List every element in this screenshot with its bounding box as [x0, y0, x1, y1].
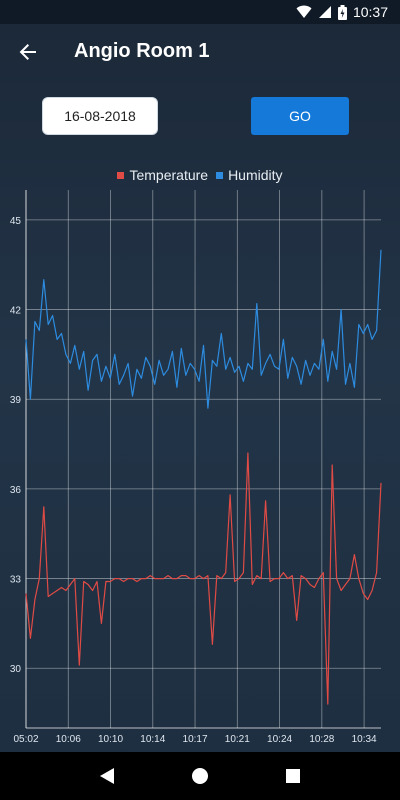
nav-home-button[interactable]	[186, 762, 214, 790]
x-tick-label: 10:34	[352, 734, 377, 745]
y-tick-label: 30	[10, 664, 22, 675]
x-tick-label: 10:24	[267, 734, 292, 745]
y-tick-label: 45	[10, 216, 22, 227]
y-tick-label: 33	[10, 575, 22, 586]
status-time: 10:37	[352, 4, 388, 20]
humidity-swatch	[216, 171, 224, 179]
status-bar: 10:37	[0, 0, 400, 24]
triangle-back-icon	[99, 768, 114, 784]
legend-item-temperature: Temperature	[117, 167, 208, 183]
y-tick-label: 39	[10, 395, 22, 406]
legend-item-humidity: Humidity	[216, 167, 283, 183]
chart-legend: Temperature Humidity	[0, 166, 400, 184]
x-tick-label: 05:02	[13, 734, 38, 745]
temperature-swatch	[117, 171, 125, 179]
series-line-temperature	[25, 452, 382, 705]
signal-icon	[318, 6, 331, 18]
x-tick-label: 10:28	[309, 734, 334, 745]
nav-recents-button[interactable]	[279, 762, 307, 790]
navigation-bar	[0, 752, 400, 800]
circle-home-icon	[191, 768, 208, 784]
y-tick-label: 36	[10, 485, 22, 496]
x-tick-label: 10:10	[98, 734, 123, 745]
page-title: Angio Room 1	[74, 40, 210, 62]
back-button[interactable]	[14, 38, 42, 66]
legend-label-temperature: Temperature	[129, 167, 209, 183]
arrow-back-icon	[19, 44, 36, 60]
series-line-humidity	[25, 249, 382, 409]
app-bar: Angio Room 1	[0, 24, 400, 80]
x-tick-label: 10:17	[183, 734, 208, 745]
y-tick-label: 42	[10, 306, 22, 317]
x-tick-label: 10:14	[140, 734, 165, 745]
x-tick-label: 10:21	[225, 734, 250, 745]
line-chart: 30 33 36 39 42 45 05:02 10:06 10:10 10:14 10:17 10:…	[10, 190, 382, 745]
go-button[interactable]: GO	[251, 97, 349, 135]
square-recents-icon	[286, 769, 301, 783]
battery-icon	[337, 4, 347, 20]
legend-label-humidity: Humidity	[228, 167, 283, 183]
nav-back-button[interactable]	[93, 762, 121, 790]
date-input[interactable]: 16-08-2018	[42, 97, 158, 135]
x-tick-label: 10:06	[56, 734, 81, 745]
wifi-icon	[296, 5, 312, 18]
